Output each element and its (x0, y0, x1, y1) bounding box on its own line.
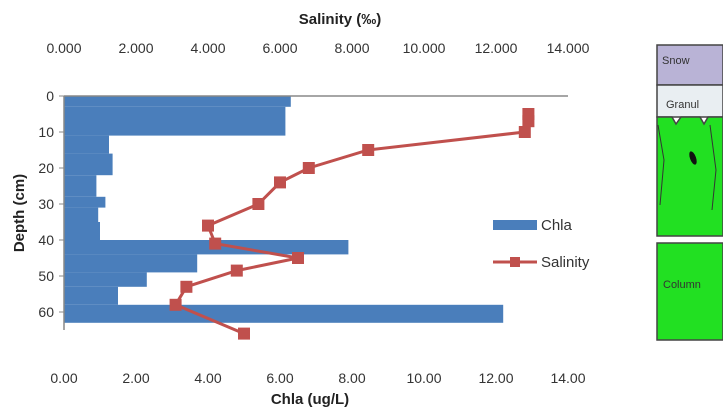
chla-bar (64, 304, 504, 323)
chla-bar (64, 135, 109, 154)
legend-salinity-marker (510, 257, 520, 267)
salinity-point (522, 115, 535, 128)
salinity-point (180, 280, 193, 293)
strat-layer-crack (657, 124, 665, 206)
salinity-point (169, 298, 182, 311)
strat-label-column: Column (663, 279, 701, 291)
legend-salinity-label: Salinity (541, 254, 590, 271)
salinity-tick-label: 4.000 (190, 40, 225, 56)
chla-bar (64, 196, 106, 208)
chla-bar (64, 240, 349, 255)
chla-bar (64, 175, 97, 197)
salinity-point (274, 176, 286, 189)
salinity-point (252, 198, 265, 210)
legend: Chla Salinity (493, 217, 590, 271)
chla-bar (64, 207, 99, 222)
depth-axis-title: Depth (cm) (11, 174, 28, 252)
chla-tick-label: 14.00 (550, 370, 585, 386)
salinity-tick-label: 0.000 (46, 40, 81, 56)
salinity-tick-label: 14.000 (547, 40, 590, 56)
depth-tick-label: 10 (38, 124, 54, 140)
salinity-point (202, 219, 214, 232)
top-axis-title: Salinity (‰) (299, 11, 382, 28)
chla-bar (64, 272, 147, 287)
strat-layer-crack-2 (709, 124, 717, 211)
salinity-line (173, 114, 530, 335)
legend-chla-label: Chla (541, 217, 573, 234)
chla-bar (64, 96, 291, 107)
strat-label-snow: Snow (662, 55, 690, 67)
chla-bar (64, 286, 118, 305)
depth-tick-label: 60 (38, 304, 54, 320)
depth-tick-label: 30 (38, 196, 54, 212)
salinity-point (302, 162, 315, 174)
strat-label-granular: Granul (666, 99, 699, 111)
salinity-point (362, 144, 375, 156)
chla-tick-label: 0.00 (50, 370, 77, 386)
axes (63, 95, 568, 330)
salinity-tick-label: 8.000 (334, 40, 369, 56)
strat-inclusion (689, 151, 697, 165)
depth-tick-label: 40 (38, 232, 54, 248)
strat-layer-green-upper (656, 116, 723, 237)
depth-tick-label: 0 (46, 88, 54, 104)
salinity-tick-label: 6.000 (262, 40, 297, 56)
bottom-axis-title: Chla (ug/L) (271, 391, 349, 408)
strat-layer-snow (656, 44, 723, 86)
salinity-point (292, 252, 304, 264)
salinity-series (169, 108, 535, 340)
stratigraphy-column: Snow Granul Column (656, 44, 723, 341)
salinity-tick-label: 10.000 (403, 40, 446, 56)
ticks: 0 10 20 30 40 50 60 0.000 2.000 4.000 6.000 8.000 10… (38, 40, 589, 386)
chla-tick-label: 4.00 (194, 370, 221, 386)
depth-tick-label: 50 (38, 268, 54, 284)
depth-tick-label: 20 (38, 160, 54, 176)
salinity-tick-label: 12.000 (475, 40, 518, 56)
chla-bar (64, 254, 198, 273)
chla-bars (64, 96, 504, 323)
salinity-point (230, 264, 243, 277)
chla-bar (64, 106, 286, 136)
strat-layer-granular (656, 84, 723, 118)
chla-bar (64, 153, 113, 176)
strat-layer-column (656, 242, 723, 341)
legend-chla-swatch (493, 220, 537, 230)
salinity-tick-label: 2.000 (118, 40, 153, 56)
chla-tick-label: 12.00 (478, 370, 513, 386)
salinity-point (238, 327, 250, 340)
salinity-point (518, 126, 531, 138)
chla-tick-label: 8.00 (338, 370, 365, 386)
salinity-point (209, 237, 222, 250)
chla-bar (64, 222, 100, 240)
chla-tick-label: 2.00 (122, 370, 149, 386)
chla-tick-label: 10.00 (406, 370, 441, 386)
chla-tick-label: 6.00 (266, 370, 293, 386)
